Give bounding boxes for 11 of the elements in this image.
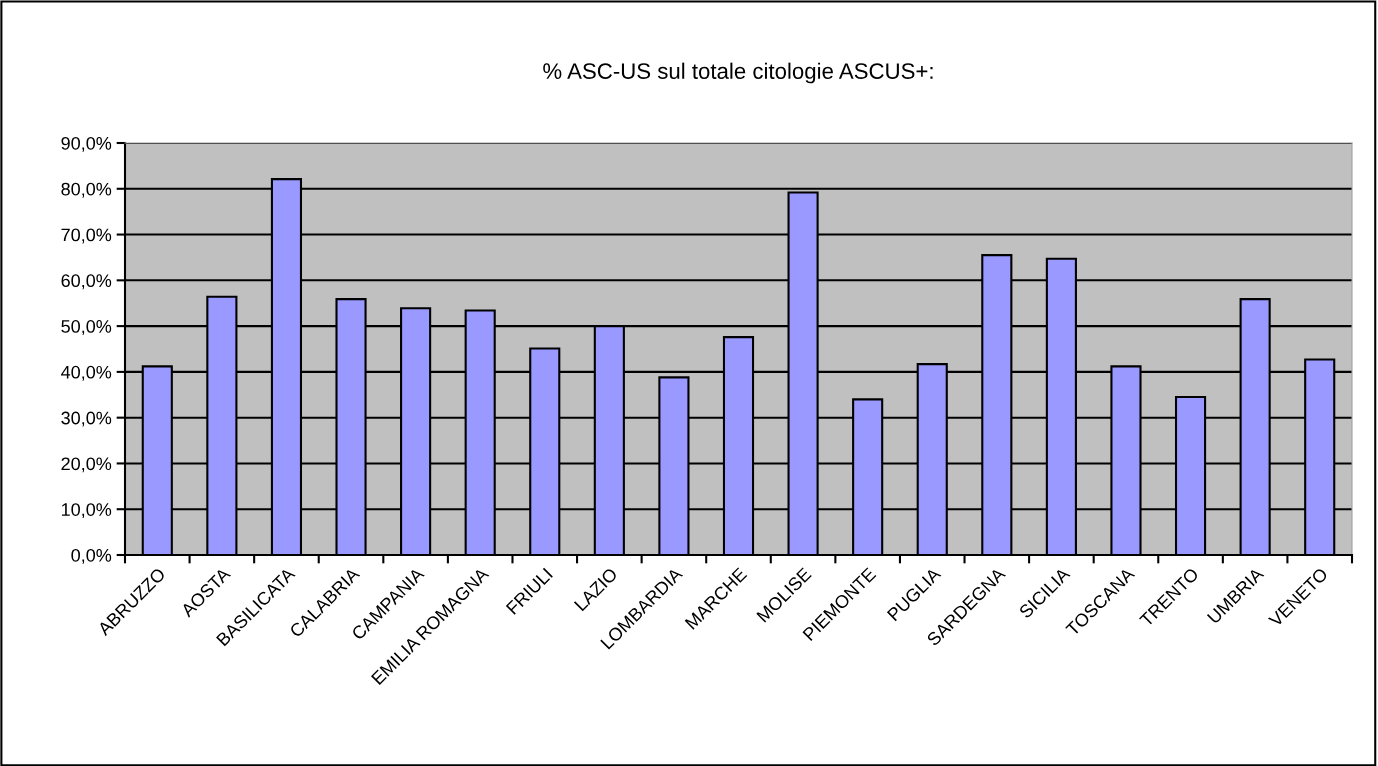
y-tick-label: 20,0% [61, 457, 112, 473]
y-tick-label: 70,0% [61, 228, 112, 244]
y-tick-label: 60,0% [61, 274, 112, 290]
chart-title: % ASC-US sul totale citologie ASCUS+: [543, 62, 933, 84]
y-tick-label: 10,0% [61, 503, 112, 519]
y-tick-label: 0,0% [71, 548, 112, 564]
y-tick-label: 80,0% [61, 182, 112, 198]
y-tick-label: 30,0% [61, 411, 112, 427]
y-tick-label: 90,0% [61, 136, 112, 152]
y-tick-label: 40,0% [61, 365, 112, 381]
y-tick-label: 50,0% [61, 320, 112, 335]
